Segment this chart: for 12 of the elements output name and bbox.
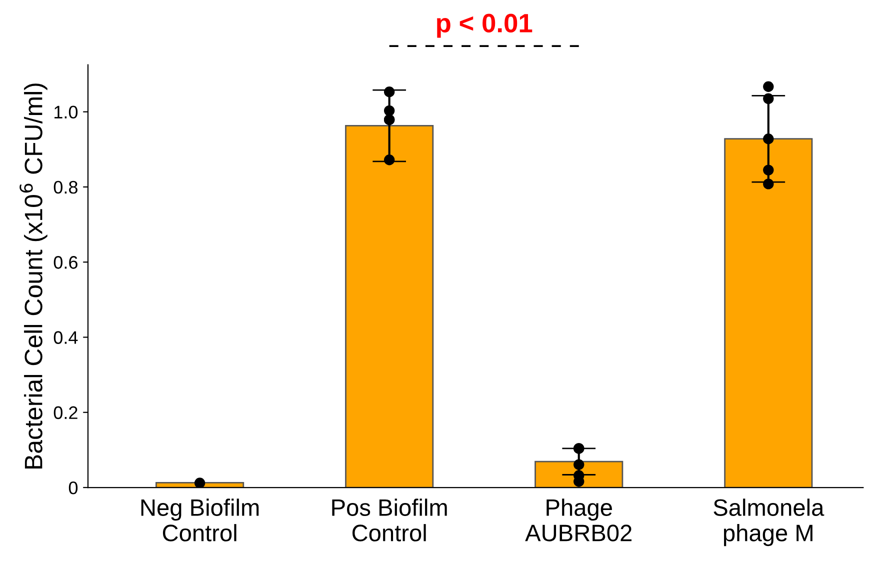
x-tick-label: Phage AUBRB02 [525, 498, 632, 542]
y-tick-label: 1.0 [54, 106, 78, 119]
x-tick-label: Salmonela phage M [714, 498, 824, 546]
y-axis-title: Bacterial Cell Count (x10$^{6}$ CFU/ml) [20, 84, 48, 469]
y-tick-label: 0.6 [54, 256, 78, 269]
y-tick-label: 0.8 [54, 180, 78, 194]
text: p < 0.01 [437, 14, 532, 38]
x-tick-label: Neg Biofilm Control [141, 498, 259, 542]
y-tick-label: 0 [68, 481, 78, 494]
y-tick-label: 0.4 [54, 331, 78, 344]
y-tick-label: 0.2 [54, 406, 78, 420]
x-tick-label: Pos Biofilm Control [332, 498, 447, 542]
